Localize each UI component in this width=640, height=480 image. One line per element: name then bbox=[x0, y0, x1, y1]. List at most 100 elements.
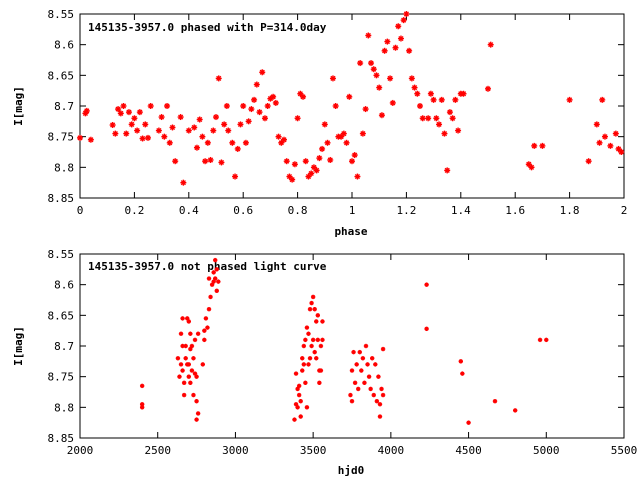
phased-data-point bbox=[213, 114, 219, 121]
unphased-data-point bbox=[376, 374, 381, 379]
phased-data-point bbox=[441, 130, 448, 137]
unphased-xtick-label: 2000 bbox=[67, 444, 94, 457]
unphased-ytick-label: 8.65 bbox=[48, 309, 75, 322]
phased-data-point bbox=[378, 112, 385, 119]
phased-data-point bbox=[185, 127, 192, 134]
unphased-data-point bbox=[175, 356, 181, 361]
unphased-data-point bbox=[380, 392, 386, 398]
phased-ytick-label: 8.55 bbox=[48, 8, 75, 21]
phased-xtick-label: 2 bbox=[621, 204, 628, 217]
unphased-data-point bbox=[356, 386, 361, 392]
phased-data-point bbox=[240, 103, 247, 109]
unphased-data-point bbox=[314, 319, 319, 324]
unphased-data-point bbox=[203, 316, 209, 321]
phased-data-point bbox=[289, 176, 296, 183]
unphased-data-point bbox=[359, 368, 364, 373]
phased-data-point bbox=[142, 121, 149, 128]
phased-data-point bbox=[362, 106, 369, 113]
phased-data-point bbox=[585, 158, 592, 165]
unphased-data-point bbox=[368, 386, 373, 392]
phased-data-point bbox=[136, 109, 143, 116]
phased-data-point bbox=[256, 109, 263, 116]
unphased-data-point bbox=[214, 288, 219, 293]
phased-data-point bbox=[131, 115, 138, 122]
unphased-data-point bbox=[312, 307, 317, 312]
unphased-data-point bbox=[379, 386, 384, 392]
phased-data-point bbox=[395, 23, 402, 30]
unphased-data-point bbox=[349, 368, 355, 373]
phased-xtick-label: 0 bbox=[77, 204, 84, 217]
phased-data-point bbox=[444, 167, 451, 174]
phased-data-point bbox=[539, 142, 546, 149]
phased-data-point bbox=[408, 75, 415, 82]
phased-data-point bbox=[193, 144, 200, 151]
unphased-data-point bbox=[374, 399, 380, 404]
phased-data-point bbox=[234, 145, 241, 152]
phased-data-point bbox=[248, 106, 255, 113]
unphased-data-point bbox=[301, 343, 307, 349]
phased-data-point bbox=[596, 139, 603, 146]
unphased-data-point bbox=[194, 399, 199, 404]
unphased-data-point bbox=[365, 362, 370, 367]
phased-data-point bbox=[232, 173, 239, 180]
phased-data-point bbox=[531, 142, 538, 149]
phased-plot-xlabel: phase bbox=[334, 225, 367, 238]
unphased-data-point bbox=[318, 368, 324, 373]
unphased-data-point bbox=[195, 411, 201, 416]
phased-ytick-label: 8.65 bbox=[48, 69, 75, 82]
phased-data-point bbox=[368, 60, 375, 67]
unphased-data-point bbox=[303, 337, 308, 343]
unphased-data-point bbox=[295, 405, 300, 410]
unphased-data-point bbox=[180, 368, 185, 373]
unphased-ytick-label: 8.8 bbox=[54, 401, 74, 414]
phased-xtick-label: 1.8 bbox=[560, 204, 580, 217]
phased-data-point bbox=[207, 156, 214, 163]
phased-data-point bbox=[316, 155, 323, 162]
phased-data-point bbox=[294, 115, 301, 122]
unphased-data-point bbox=[206, 307, 212, 312]
unphased-ytick-label: 8.75 bbox=[48, 371, 75, 384]
phased-data-point bbox=[487, 41, 494, 48]
phased-data-point bbox=[229, 139, 236, 146]
unphased-data-point bbox=[213, 276, 218, 281]
phased-data-point bbox=[139, 135, 146, 142]
unphased-data-point bbox=[296, 383, 302, 389]
phased-data-point bbox=[264, 103, 271, 109]
phased-data-point bbox=[123, 130, 130, 137]
phased-data-point bbox=[158, 114, 165, 121]
phased-xtick-label: 1.4 bbox=[451, 204, 471, 217]
unphased-xtick-label: 4500 bbox=[455, 444, 482, 457]
unphased-data-point bbox=[188, 380, 193, 385]
unphased-xtick-label: 5500 bbox=[611, 444, 638, 457]
unphased-ytick-label: 8.85 bbox=[48, 432, 75, 445]
unphased-data-point bbox=[194, 374, 199, 379]
phased-data-point bbox=[452, 96, 459, 103]
phased-data-point bbox=[308, 170, 315, 177]
phased-data-point bbox=[343, 139, 350, 146]
unphased-data-point bbox=[466, 420, 471, 425]
unphased-data-point bbox=[292, 417, 297, 422]
phased-data-point bbox=[145, 134, 151, 141]
phased-data-point bbox=[417, 103, 423, 109]
phased-ytick-label: 8.85 bbox=[48, 192, 75, 205]
phased-data-point bbox=[180, 179, 187, 186]
unphased-data-point bbox=[357, 349, 362, 355]
phased-data-point bbox=[528, 164, 535, 171]
unphased-data-point bbox=[380, 346, 386, 352]
unphased-data-point bbox=[314, 356, 319, 361]
phased-data-point bbox=[237, 121, 244, 128]
unphased-data-point bbox=[186, 362, 191, 367]
phased-data-point bbox=[117, 110, 124, 117]
unphased-data-point bbox=[202, 328, 207, 333]
unphased-data-point bbox=[300, 356, 305, 361]
phased-xtick-label: 0.6 bbox=[233, 204, 253, 217]
phased-data-point bbox=[169, 124, 176, 131]
phased-plot-panel: 145135-3957.0 phased with P=314.0day pha… bbox=[12, 8, 627, 238]
phased-data-point bbox=[389, 99, 396, 106]
unphased-data-point bbox=[370, 356, 375, 361]
unphased-data-point bbox=[366, 374, 372, 379]
unphased-data-point bbox=[205, 325, 210, 330]
phased-data-point bbox=[115, 106, 122, 113]
unphased-data-point bbox=[307, 307, 313, 312]
phased-data-point bbox=[376, 84, 383, 91]
